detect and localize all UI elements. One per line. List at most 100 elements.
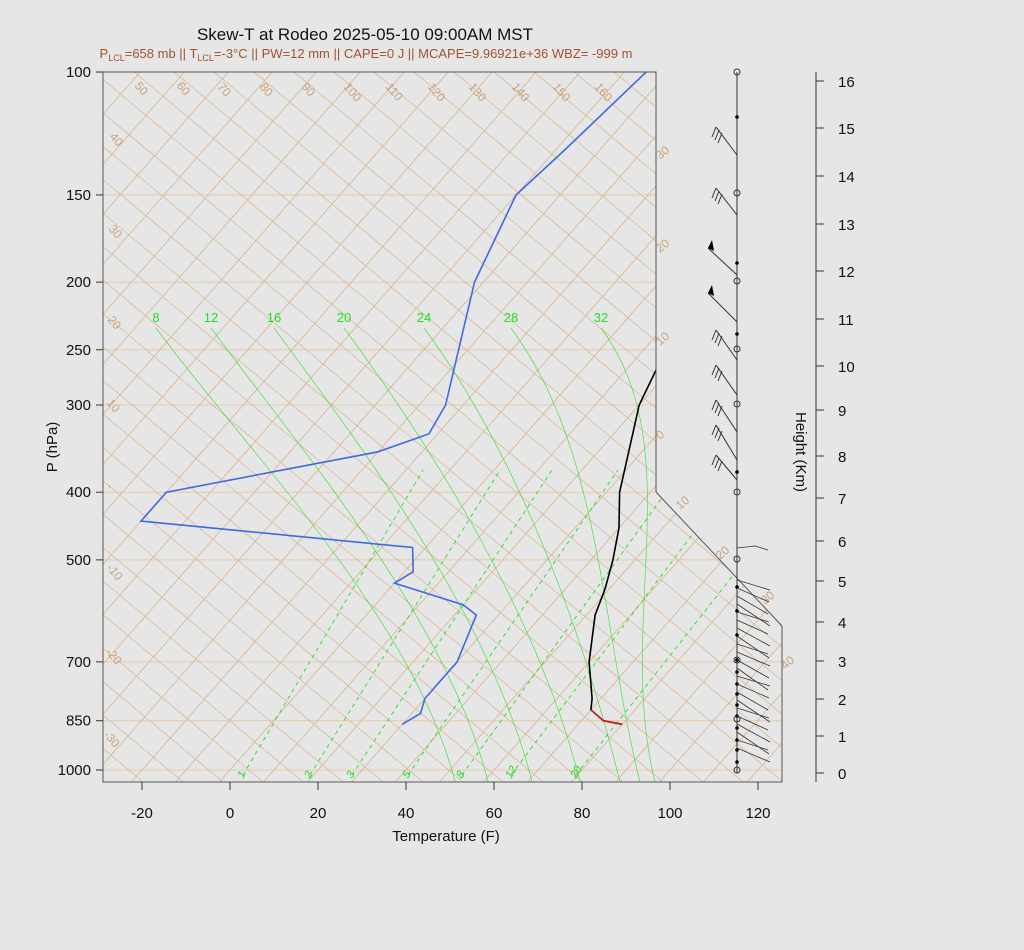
height-tick-label: 6 (838, 534, 846, 551)
wind-barb-flag (708, 285, 714, 296)
isotherm-line (436, 72, 782, 782)
isotherm-line (103, 72, 419, 782)
height-tick-label: 15 (838, 121, 855, 138)
wind-level-dot (735, 470, 739, 474)
wind-level-dot (735, 726, 739, 730)
dry-adiabat-line (103, 72, 504, 782)
x-tick-label: 120 (745, 805, 770, 822)
wind-barb (736, 651, 771, 667)
wind-level-dot (735, 760, 739, 764)
dry-adiabat-line (103, 72, 782, 782)
p-tick-label: 250 (66, 342, 91, 359)
isotherm-line (744, 72, 782, 782)
dry-adiabat-line (103, 72, 264, 782)
wind-barb (736, 691, 769, 711)
isotherm-line (103, 72, 375, 782)
isotherm-line (172, 72, 782, 782)
wind-barb (736, 675, 771, 687)
isotherm-line (103, 72, 287, 782)
wind-barb-flag (708, 240, 714, 251)
isotherm-line (103, 72, 551, 782)
wind-level-dot (735, 585, 739, 589)
dry-adiabat-line (242, 72, 782, 782)
isotherm-label: 10 (104, 396, 124, 415)
dry-adiabat-line (103, 72, 782, 782)
plot-area (0, 56, 1024, 784)
isotherm-line (700, 72, 782, 782)
isotherm-label: 20 (713, 543, 732, 563)
moist-adiabat-line (510, 327, 641, 782)
isotherm-line (392, 72, 782, 782)
moist-adiabat-line (423, 327, 621, 782)
wind-barb-feather (711, 424, 717, 436)
isotherm-label: 30 (758, 588, 777, 608)
dry-adiabat-line (162, 72, 782, 782)
wind-barb (736, 731, 770, 755)
p-tick-label: 500 (66, 552, 91, 569)
wind-level-dot (735, 670, 739, 674)
height-axis-label: Height (Km) (792, 412, 809, 492)
height-tick-label: 0 (838, 766, 846, 783)
dry-adiabat-line (103, 72, 424, 782)
dry-adiabat-line (103, 72, 624, 782)
mixing-ratio-label: 1 (235, 769, 248, 780)
wind-barb (736, 627, 771, 647)
isotherm-label: 0 (653, 427, 667, 442)
isotherm-line (216, 72, 782, 782)
isotherm-line (260, 72, 782, 782)
wind-barb (715, 364, 738, 396)
isotherm-line (103, 72, 243, 782)
dry-adiabat-line (602, 72, 782, 782)
mixing-ratio-line (309, 469, 501, 776)
dry-adiabat-line (103, 72, 224, 782)
wind-barb (736, 619, 769, 635)
dry-adiabat-line (103, 72, 544, 782)
wind-level-circle (733, 345, 741, 353)
isotherm-line (480, 72, 782, 782)
wind-barb (736, 579, 771, 591)
isotherm-line (656, 72, 782, 782)
isotherm-line (103, 72, 155, 782)
wind-barb-feather (714, 129, 720, 141)
wind-barb-feather (711, 187, 717, 199)
dry-adiabat-line (103, 72, 664, 782)
isotherm-line (128, 72, 771, 782)
moist-adiabat-line (343, 327, 581, 782)
wind-barb (715, 454, 738, 481)
wind-barb (736, 707, 770, 719)
p-tick-label: 100 (66, 64, 91, 81)
wind-barb (715, 126, 738, 156)
isotherm-line (877, 56, 1024, 784)
dry-adiabat-line (362, 72, 782, 782)
mixing-ratio-line (242, 469, 424, 776)
isotherm-line (103, 72, 507, 782)
isotherm-line (0, 56, 22, 784)
wind-barb-feather (717, 193, 723, 205)
height-tick-label: 9 (838, 403, 846, 420)
wind-barb (736, 723, 771, 743)
x-tick-label: 20 (310, 805, 327, 822)
lcl-p-prefix: P (100, 46, 109, 61)
lcl-t-prefix: T (189, 46, 197, 61)
mixing-ratio-label: 8 (152, 310, 159, 325)
mixing-ratio-label: 12 (204, 310, 218, 325)
dry-adiabat-line (103, 72, 744, 782)
wind-barb (715, 424, 738, 461)
isotherm-line (103, 72, 595, 782)
p-tick-label: 400 (66, 484, 91, 501)
wind-level-circle (733, 277, 741, 285)
isotherm-line (103, 72, 331, 782)
isotherm-label: 110 (383, 80, 406, 104)
x-axis-ticks: -20 0 20 40 60 80 100 120 (131, 782, 771, 822)
x-tick-label: 40 (398, 805, 415, 822)
wind-level-circle (733, 189, 741, 197)
wind-level-circle (733, 68, 741, 76)
wind-level-circle (733, 488, 741, 496)
dry-adiabat-line (103, 72, 384, 782)
wind-barb (736, 635, 770, 659)
wind-level-dot (735, 748, 739, 752)
isotherm-label: 20 (105, 313, 125, 332)
y-axis-label: P (hPa) (44, 422, 61, 473)
wind-barb (736, 715, 769, 731)
wind-barb (707, 247, 738, 276)
